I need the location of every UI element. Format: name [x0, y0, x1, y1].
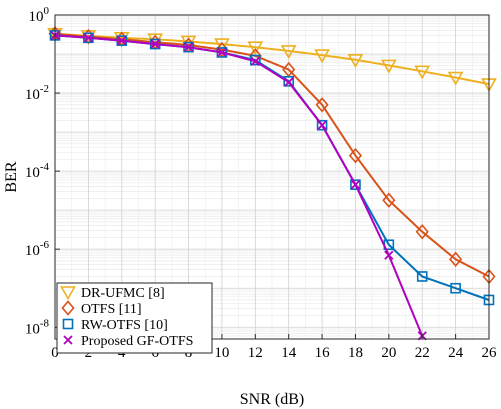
data-point — [350, 179, 361, 190]
x-axis-label: SNR (dB) — [240, 391, 304, 408]
x-tick-label: 26 — [482, 345, 498, 361]
x-tick-label: 12 — [248, 345, 263, 361]
data-point — [414, 65, 431, 80]
data-point — [217, 47, 227, 58]
data-point — [450, 282, 461, 294]
data-point — [416, 271, 428, 282]
x-tick-label: 24 — [448, 345, 464, 361]
plot-frame — [54, 14, 490, 340]
x-tick-label: 0 — [51, 345, 59, 361]
data-point — [380, 59, 397, 74]
y-tick-label: 10-6 — [25, 239, 50, 259]
data-point — [150, 39, 160, 49]
data-point — [347, 54, 364, 68]
data-point — [447, 71, 464, 86]
x-tick-label: 18 — [348, 345, 363, 361]
series-layer — [47, 26, 497, 341]
legend-entry: Proposed GF-OTFS — [81, 334, 193, 349]
y-axis-label: BER — [3, 161, 20, 192]
data-point — [247, 41, 264, 56]
x-tick-label: 14 — [281, 345, 297, 361]
x-tick-label: 20 — [381, 345, 396, 361]
data-point — [317, 120, 327, 130]
legend-marker — [63, 335, 73, 345]
data-point — [316, 119, 328, 131]
data-point — [284, 77, 294, 87]
data-point — [214, 38, 230, 53]
data-point — [415, 223, 429, 240]
legend-marker — [62, 318, 74, 330]
data-point — [183, 42, 194, 52]
legend-entry: OTFS [11] — [81, 302, 142, 317]
data-point — [314, 49, 330, 64]
legend-entry: RW-OTFS [10] — [81, 318, 168, 333]
series-line — [54, 34, 424, 337]
x-tick-label: 22 — [415, 345, 430, 361]
data-point — [449, 251, 463, 268]
data-point — [348, 147, 363, 164]
legend-marker — [60, 286, 76, 301]
legend-box — [56, 282, 213, 354]
x-tick-label: 10 — [214, 345, 229, 361]
series-4 — [50, 30, 427, 341]
y-tick-label: 100 — [29, 5, 50, 25]
data-point — [315, 97, 329, 113]
legend-marker — [61, 300, 75, 316]
data-point — [384, 250, 394, 260]
y-tick-label: 10-8 — [25, 317, 50, 337]
series-line — [54, 32, 490, 86]
y-tick-label: 10-4 — [25, 161, 50, 181]
data-point — [280, 45, 297, 60]
data-point — [283, 76, 294, 87]
data-point — [350, 180, 361, 190]
legend: DR-UFMC [8]OTFS [11]RW-OTFS [10]Proposed… — [56, 282, 213, 354]
y-tick-label: 10-2 — [25, 83, 49, 103]
data-point — [83, 33, 94, 43]
data-point — [250, 56, 260, 66]
legend-entry: DR-UFMC [8] — [81, 286, 165, 301]
x-tick-label: 16 — [315, 345, 331, 361]
data-point — [117, 36, 127, 46]
data-point — [382, 192, 396, 208]
